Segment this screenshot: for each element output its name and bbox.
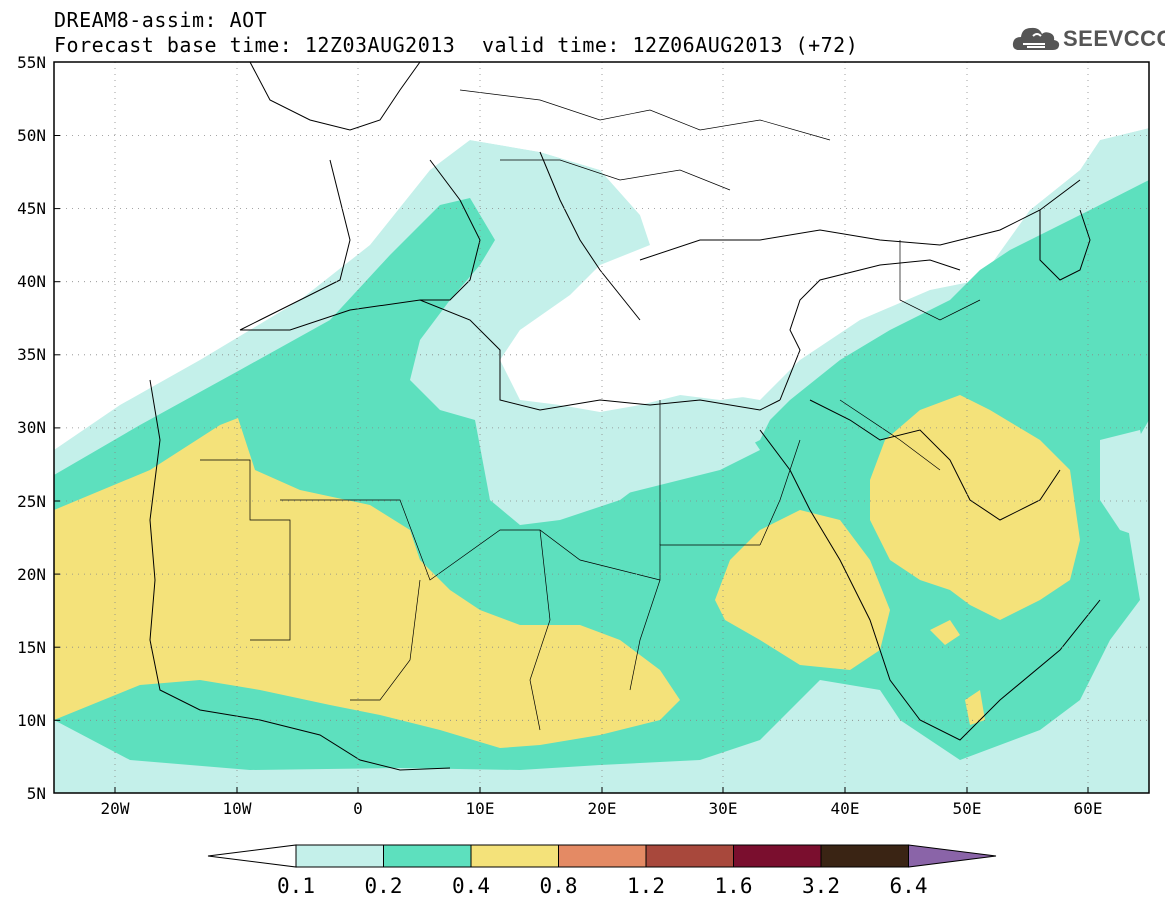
colorbar-label: 0.8 (540, 874, 578, 898)
colorbar-labels: 0.1 0.2 0.4 0.8 1.2 1.6 3.2 6.4 (277, 874, 927, 898)
aot-contours (54, 62, 1149, 793)
lon-label: 10W (223, 799, 252, 818)
seevccc-logo: SEEVCCC (1011, 22, 1165, 56)
lon-label: 10E (466, 799, 495, 818)
lat-label: 30N (17, 418, 46, 437)
colorbar-over-arrow (908, 844, 997, 868)
colorbar-swatch-0 (295, 844, 384, 868)
colorbar-under-arrow (207, 844, 297, 868)
lon-label: 20W (101, 799, 130, 818)
aot-field-0.1-libya (480, 400, 760, 520)
lon-label: 60E (1074, 799, 1103, 818)
colorbar-label: 0.1 (277, 874, 315, 898)
colorbar-swatch-1 (383, 844, 472, 868)
colorbar-swatch-6 (820, 844, 909, 868)
lat-label: 55N (17, 53, 46, 72)
colorbar-label: 3.2 (802, 874, 840, 898)
colorbar-label: 0.2 (365, 874, 403, 898)
cloud-icon (1012, 27, 1060, 50)
forecast-valid-time: valid time: 12Z06AUG2013 (+72) (482, 33, 859, 57)
lat-label: 25N (17, 492, 46, 511)
lat-label: 50N (17, 126, 46, 145)
colorbar-swatch-5 (733, 844, 822, 868)
lon-label: 20E (588, 799, 617, 818)
aot-field-0.1-africa-south (54, 600, 1149, 793)
forecast-base-time: Forecast base time: 12Z03AUG2013 (54, 33, 456, 57)
colorbar-label: 1.6 (715, 874, 753, 898)
lat-label: 45N (17, 199, 46, 218)
colorbar-swatch-2 (470, 844, 559, 868)
aot-field-0.4-arabia (870, 395, 1080, 620)
tick-marks (54, 61, 1089, 793)
colorbar-label: 1.2 (627, 874, 665, 898)
graticule (54, 62, 1149, 793)
lon-label: 40E (831, 799, 860, 818)
lon-label: 50E (953, 799, 982, 818)
coastlines (149, 62, 1101, 771)
aot-field-0.4-yemen (930, 620, 960, 645)
logo-text: SEEVCCC (1063, 26, 1165, 51)
colorbar-label: 0.4 (452, 874, 490, 898)
land-north (330, 62, 1149, 250)
colorbar-label: 6.4 (890, 874, 928, 898)
aot-field-0.4-sudan (715, 510, 890, 670)
colorbar: 0.1 0.2 0.4 0.8 1.2 1.6 3.2 6.4 (207, 844, 997, 898)
lat-label: 40N (17, 272, 46, 291)
lat-label: 20N (17, 565, 46, 584)
mediterranean-sea (500, 260, 800, 412)
chart-title: DREAM8-assim: AOT (54, 8, 268, 32)
longitude-labels: 20W 10W 0 10E 20E 30E 40E 50E 60E (101, 799, 1103, 818)
lat-label: 35N (17, 345, 46, 364)
latitude-labels: 55N 50N 45N 40N 35N 30N 25N 20N 15N 10N … (17, 53, 46, 803)
aot-field-0.4-sahara (54, 418, 680, 748)
lat-label: 5N (27, 784, 46, 803)
colorbar-swatch-3 (558, 844, 647, 868)
lon-label: 0 (353, 799, 363, 818)
colorbar-swatch-4 (645, 844, 734, 868)
lat-label: 10N (17, 711, 46, 730)
country-borders (200, 89, 981, 731)
aot-field-0.1-caspian (1100, 430, 1149, 540)
lat-label: 15N (17, 638, 46, 657)
aot-field-0.4-somalia (965, 690, 985, 725)
lon-label: 30E (709, 799, 738, 818)
